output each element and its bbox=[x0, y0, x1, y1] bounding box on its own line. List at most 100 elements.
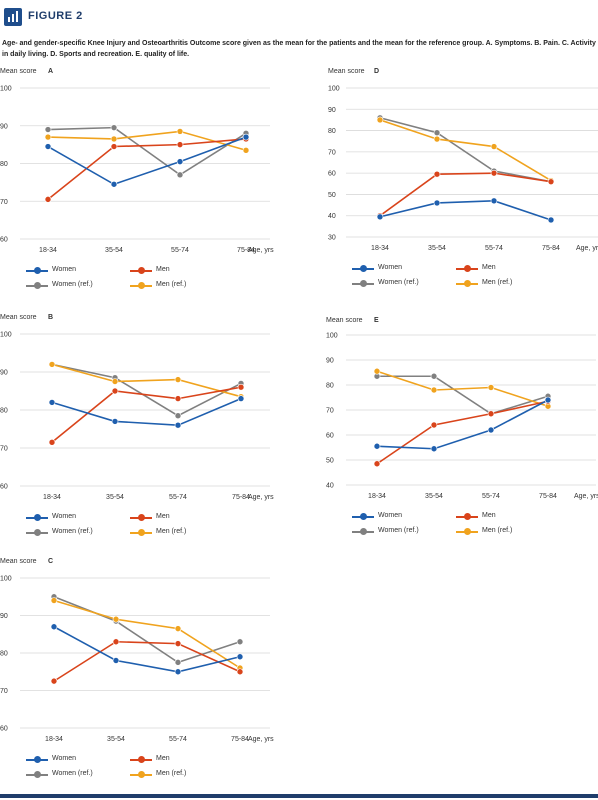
y-tick-label: 90 bbox=[0, 613, 8, 620]
figure-title: FIGURE 2 bbox=[28, 10, 83, 22]
legend-label: Men (ref.) bbox=[156, 281, 187, 288]
data-point bbox=[176, 158, 184, 165]
data-point bbox=[50, 677, 58, 685]
legend-marker-icon bbox=[360, 513, 367, 520]
data-point bbox=[174, 395, 182, 402]
data-point bbox=[174, 625, 182, 632]
line-chart-svg: 40 50 60 70 80 90 100 18-34 35-54 55-74 75-84 Age, … bbox=[326, 333, 598, 501]
x-axis-title: Age, yrs bbox=[576, 245, 598, 252]
series-line bbox=[47, 136, 247, 186]
data-point bbox=[430, 445, 438, 453]
legend-label: Women (ref.) bbox=[378, 279, 419, 286]
series-line bbox=[47, 130, 247, 152]
panel-label: B bbox=[48, 314, 54, 321]
data-point bbox=[433, 199, 441, 207]
x-axis-title: Age, yrs bbox=[248, 247, 274, 254]
line-chart-svg: 30 40 50 60 70 80 90 100 18-34 35-54 55-74 75-84 Age… bbox=[328, 86, 598, 252]
chart-panel-c: Mean score C 60 70 80 90 100 18-34 35-54 55-74 75-… bbox=[0, 556, 290, 796]
series-line bbox=[51, 363, 242, 417]
data-point bbox=[174, 376, 182, 383]
x-tick-label: 18-34 bbox=[39, 247, 57, 254]
data-point bbox=[111, 378, 119, 385]
data-point bbox=[174, 668, 182, 676]
data-point bbox=[430, 421, 438, 429]
x-tick-label: 18-34 bbox=[45, 736, 63, 743]
panel-label: D bbox=[374, 68, 380, 75]
data-point bbox=[111, 387, 119, 395]
legend-marker-icon bbox=[464, 265, 471, 272]
y-axis-title: Mean score bbox=[0, 314, 37, 321]
legend-label: Women bbox=[52, 755, 76, 762]
data-point bbox=[236, 668, 244, 676]
bar-chart-icon bbox=[4, 8, 22, 26]
series-line bbox=[53, 596, 241, 664]
legend-marker-icon bbox=[360, 528, 367, 535]
chart-panel-d: Mean score D 30 40 50 60 70 80 90 100 18-34 35-54 55… bbox=[328, 66, 598, 306]
y-tick-label: 50 bbox=[328, 192, 336, 199]
series-line bbox=[53, 626, 241, 673]
series-line bbox=[376, 400, 549, 465]
legend: Women Men Women (ref.) Men (ref.) bbox=[352, 512, 572, 542]
data-point bbox=[110, 143, 118, 150]
series-line bbox=[53, 599, 241, 669]
data-point bbox=[376, 116, 384, 124]
series-line bbox=[379, 172, 552, 217]
panel-label: C bbox=[48, 558, 54, 565]
legend: Women Men Women (ref.) Men (ref.) bbox=[26, 266, 246, 296]
y-tick-label: 60 bbox=[0, 726, 8, 733]
y-tick-label: 100 bbox=[326, 333, 338, 340]
y-tick-label: 100 bbox=[328, 86, 340, 93]
y-tick-label: 80 bbox=[328, 128, 336, 135]
data-point bbox=[174, 412, 182, 419]
legend-marker-icon bbox=[138, 756, 145, 763]
y-tick-label: 80 bbox=[0, 651, 8, 658]
data-point bbox=[176, 141, 184, 148]
y-tick-label: 70 bbox=[328, 149, 336, 156]
series-line bbox=[53, 640, 241, 682]
data-point bbox=[176, 128, 184, 135]
x-tick-label: 18-34 bbox=[43, 494, 61, 501]
y-axis-title: Mean score bbox=[0, 558, 37, 565]
data-point bbox=[547, 216, 555, 224]
legend-label: Women bbox=[378, 264, 402, 271]
legend-label: Women (ref.) bbox=[52, 281, 93, 288]
y-tick-label: 90 bbox=[0, 123, 8, 130]
y-tick-label: 70 bbox=[0, 688, 8, 695]
data-point bbox=[490, 143, 498, 150]
figure-header: FIGURE 2 bbox=[0, 8, 598, 30]
legend-marker-icon bbox=[138, 529, 145, 536]
y-axis-title: Mean score bbox=[0, 68, 37, 75]
legend: Women Men Women (ref.) Men (ref.) bbox=[26, 755, 246, 785]
x-tick-label: 35-54 bbox=[106, 494, 124, 501]
x-tick-label: 18-34 bbox=[368, 493, 386, 500]
legend-label: Men bbox=[482, 512, 496, 519]
data-point bbox=[373, 367, 381, 375]
y-tick-label: 100 bbox=[0, 576, 12, 583]
panel-label: A bbox=[48, 68, 54, 75]
x-tick-label: 35-54 bbox=[428, 245, 446, 252]
y-tick-label: 70 bbox=[0, 199, 8, 206]
legend-marker-icon bbox=[34, 282, 41, 289]
data-point bbox=[48, 361, 56, 368]
x-tick-label: 75-84 bbox=[539, 493, 557, 500]
y-tick-label: 60 bbox=[328, 171, 336, 178]
chart-panel-a: Mean score A 60 70 80 90 100 18-34 35-54 55-74 75-… bbox=[0, 66, 290, 306]
legend-marker-icon bbox=[138, 282, 145, 289]
data-point bbox=[174, 640, 182, 647]
y-axis-title: Mean score bbox=[328, 68, 365, 75]
data-point bbox=[44, 196, 52, 203]
legend-label: Women (ref.) bbox=[52, 528, 93, 535]
data-point bbox=[237, 395, 245, 402]
legend-label: Men (ref.) bbox=[482, 527, 513, 534]
data-point bbox=[174, 421, 182, 429]
data-point bbox=[112, 615, 120, 623]
y-tick-label: 70 bbox=[0, 446, 8, 453]
data-point bbox=[487, 384, 495, 391]
x-tick-label: 55-74 bbox=[485, 245, 503, 252]
legend-marker-icon bbox=[360, 265, 367, 272]
series-line bbox=[47, 126, 247, 176]
figure-caption: Age- and gender-specific Knee Injury and… bbox=[2, 40, 596, 58]
series-line bbox=[379, 117, 552, 183]
y-tick-label: 90 bbox=[326, 358, 334, 365]
